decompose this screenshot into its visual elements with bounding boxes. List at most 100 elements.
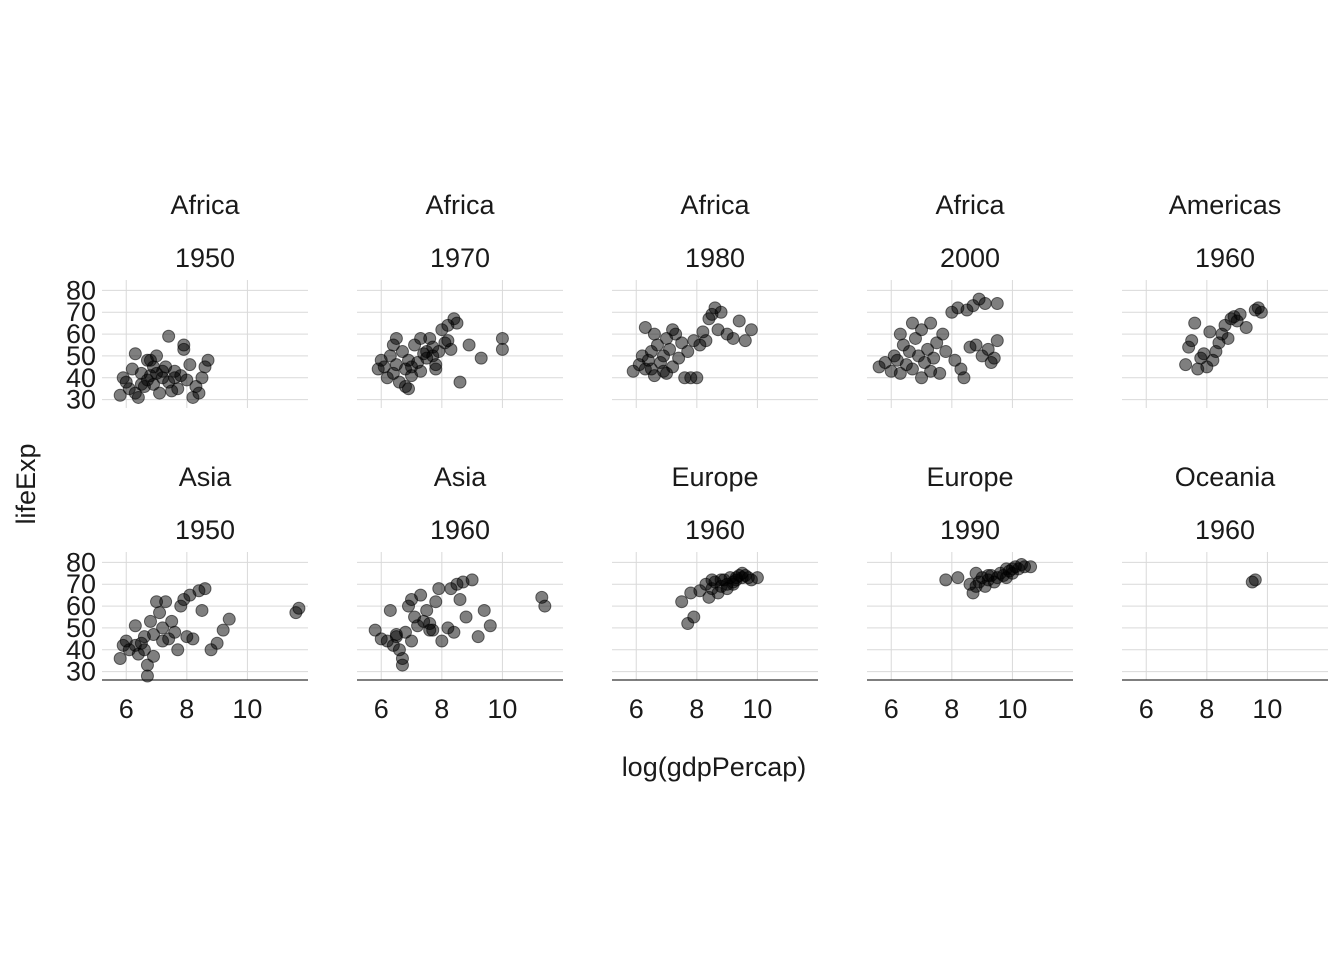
data-point [1221,331,1235,345]
data-point [159,595,173,609]
data-point [915,323,929,337]
x-tick-label: 10 [232,694,262,724]
facet-strip-label: Africa [170,190,240,220]
y-tick-label: 30 [66,657,96,687]
data-point [690,371,704,385]
data-point [462,338,476,352]
facet-strip-label: 1950 [175,243,235,273]
facet-panels: Africa1950304050607080Africa1970Africa19… [66,190,1328,724]
data-point [459,610,473,624]
x-tick-label: 6 [884,694,899,724]
data-point [908,331,922,345]
facet-strip-label: Africa [935,190,1005,220]
data-point [969,338,983,352]
data-point [140,658,154,672]
data-point [750,571,764,585]
data-point [465,573,479,587]
data-point [905,316,919,330]
facet-panel: Oceania 1960 6 8 10 [1122,462,1328,724]
facet-strip-label: Africa [680,190,750,220]
facet-strip-label: Oceania [1175,462,1277,492]
data-point [990,334,1004,348]
data-point [1239,321,1253,335]
data-point [681,345,695,359]
data-point [143,614,157,628]
data-point [978,296,992,310]
facet-strip-label: Europe [926,462,1013,492]
data-point [447,625,461,639]
x-tick-label: 6 [629,694,644,724]
data-point [162,329,176,343]
data-point [666,323,680,337]
data-point [137,630,151,644]
data-point [368,623,382,637]
facet-strip-label: Africa [425,190,495,220]
data-point [389,630,403,644]
x-tick-label: 8 [434,694,449,724]
data-point [1233,307,1247,321]
data-point [483,619,497,633]
facet-strip-label: 1960 [430,515,490,545]
data-point [675,595,689,609]
data-point [744,323,758,337]
data-point [432,582,446,596]
data-point [672,351,686,365]
data-point [435,634,449,648]
data-point [222,612,236,626]
facet-strip-label: 1990 [940,515,1000,545]
data-point [395,652,409,666]
data-point [450,316,464,330]
data-point [423,623,437,637]
data-point [951,571,965,585]
facet-strip-label: Americas [1169,190,1282,220]
data-point [128,638,142,652]
data-point [1248,573,1262,587]
data-point [420,603,434,617]
data-point [1005,566,1019,580]
data-point [140,669,154,683]
data-point [192,386,206,400]
data-point [183,358,197,372]
y-tick-label: 80 [66,275,96,305]
data-point [414,588,428,602]
data-point [893,366,907,380]
data-point [210,636,224,650]
data-point [383,603,397,617]
x-tick-label: 8 [1199,694,1214,724]
data-point [165,614,179,628]
x-tick-label: 6 [1139,694,1154,724]
facet-strip-label: 1960 [1195,243,1255,273]
y-tick-label: 50 [66,341,96,371]
data-point [143,369,157,383]
data-point [395,345,409,359]
y-tick-label: 40 [66,635,96,665]
x-tick-label: 10 [487,694,517,724]
data-point [957,371,971,385]
data-point [948,353,962,367]
y-tick-label: 70 [66,569,96,599]
facet-strip-label: 1980 [685,243,745,273]
data-point [477,603,491,617]
data-point [644,362,658,376]
data-point [292,601,306,615]
data-point [453,593,467,607]
y-tick-label: 30 [66,385,96,415]
data-point [714,573,728,587]
data-point [738,334,752,348]
data-point [474,351,488,365]
data-point [429,595,443,609]
data-point [113,652,127,666]
y-tick-label: 70 [66,297,96,327]
x-tick-label: 6 [374,694,389,724]
data-point [405,360,419,374]
data-point [969,579,983,593]
data-point [924,316,938,330]
data-point [113,388,127,402]
data-point [134,377,148,391]
facet-strip-label: Europe [671,462,758,492]
facet-panel: Europe 1990 6 8 10 [867,462,1073,724]
facet-panel: Asia 1960 6 8 10 [357,462,563,724]
data-point [729,571,743,585]
data-point [156,634,170,648]
